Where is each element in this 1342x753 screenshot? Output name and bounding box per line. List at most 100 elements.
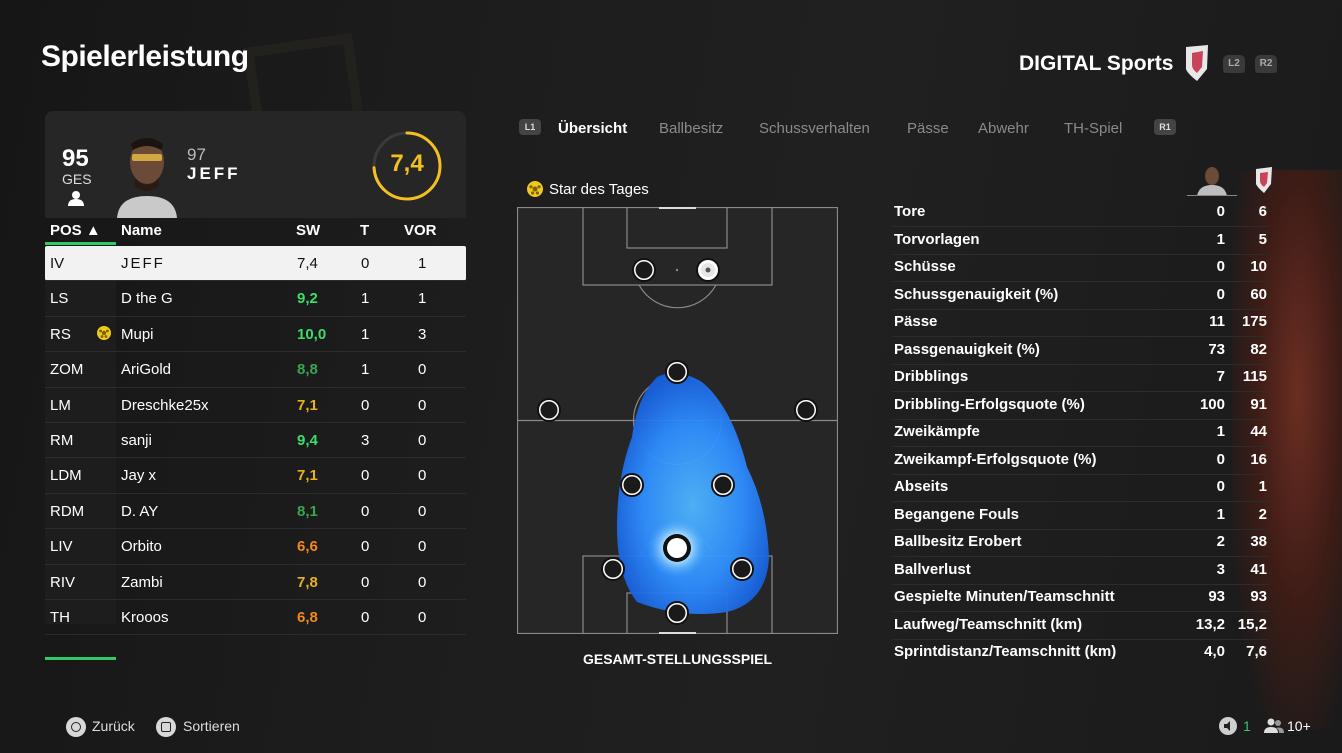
stat-player-value: 7 <box>1216 368 1225 385</box>
row-assists: 0 <box>418 608 427 626</box>
row-position: LS <box>50 290 69 308</box>
table-row[interactable]: LIV Orbito 6,6 0 0 <box>45 529 466 565</box>
row-assists: 0 <box>418 396 427 414</box>
row-name: Mupi <box>121 325 154 343</box>
stat-team-value: 115 <box>1242 368 1267 385</box>
column-header-name[interactable]: Name <box>121 222 162 239</box>
circle-button-icon[interactable] <box>66 717 86 737</box>
column-header-sw[interactable]: SW <box>296 222 321 239</box>
stat-label: Laufweg/Teamschnitt (km) <box>894 615 1083 633</box>
club-crest-icon <box>1186 45 1208 81</box>
match-rating: 7,4 <box>390 150 424 177</box>
stat-row: Zweikampf-Erfolgsquote (%) 0 16 <box>893 447 1269 475</box>
players-icon <box>1264 718 1284 733</box>
stat-player-value: 0 <box>1216 478 1225 495</box>
stat-label: Schüsse <box>894 258 956 275</box>
tab-overview[interactable]: Übersicht <box>558 120 628 137</box>
l1-button-icon[interactable]: L1 <box>519 119 541 135</box>
row-position: LDM <box>50 467 82 485</box>
stat-team-value: 1 <box>1258 478 1267 495</box>
table-row[interactable]: TH Krooos 6,8 0 0 <box>45 600 466 636</box>
stat-label: Schussgenauigkeit (%) <box>894 285 1059 303</box>
stat-team-value: 10 <box>1250 258 1267 275</box>
stat-player-value: 100 <box>1199 395 1225 413</box>
stat-team-value: 38 <box>1250 533 1267 550</box>
l2-trigger-icon[interactable]: L2 <box>1223 55 1245 73</box>
stat-label: Begangene Fouls <box>894 505 1020 523</box>
row-position: LIV <box>50 538 73 556</box>
row-name: Zambi <box>121 573 163 591</box>
table-row[interactable]: RDM D. AY 8,1 0 0 <box>45 494 466 530</box>
stat-player-value: 4,0 <box>1204 643 1225 660</box>
r1-button-icon[interactable]: R1 <box>1154 119 1176 135</box>
table-row[interactable]: IV JEFF 7,4 0 1 <box>45 246 466 282</box>
players-count: 10+ <box>1287 718 1311 734</box>
square-button-icon[interactable] <box>156 717 176 737</box>
stat-label: Abseits <box>894 478 949 495</box>
row-rating: 7,1 <box>297 396 318 414</box>
stat-label: Pässe <box>894 313 938 330</box>
stat-team-value: 60 <box>1250 285 1267 303</box>
page-title: Spielerleistung <box>41 40 249 73</box>
stat-row: Ballbesitz Erobert 2 38 <box>893 529 1269 558</box>
row-name: JEFF <box>121 255 165 272</box>
row-rating: 9,2 <box>297 290 318 308</box>
stat-row: Ballverlust 3 41 <box>893 557 1269 585</box>
table-row[interactable]: ZOM AriGold 8,8 1 0 <box>45 352 466 388</box>
stat-row: Abseits 0 1 <box>893 474 1269 503</box>
row-goals: 0 <box>361 502 370 520</box>
row-goals: 0 <box>361 538 370 556</box>
stat-team-value: 93 <box>1250 588 1267 605</box>
row-assists: 0 <box>418 361 427 379</box>
stat-row: Dribblings 7 115 <box>893 364 1269 393</box>
row-assists: 1 <box>418 255 427 272</box>
stat-team-value: 175 <box>1241 313 1267 330</box>
row-position: RDM <box>50 502 85 520</box>
stat-label: Dribbling-Erfolgsquote (%) <box>894 395 1085 413</box>
stat-player-value: 0 <box>1216 258 1225 275</box>
stat-player-value: 1 <box>1216 423 1225 440</box>
column-header-t[interactable]: T <box>360 222 370 239</box>
row-position: RM <box>50 431 74 449</box>
overall-label: GES <box>62 171 92 187</box>
row-position: ZOM <box>50 361 84 379</box>
stat-team-value: 5 <box>1258 230 1267 248</box>
table-row[interactable]: LS D the G 9,2 1 1 <box>45 281 466 317</box>
row-name: Orbito <box>121 538 162 556</box>
player-avatar-small <box>1187 167 1237 196</box>
speaker-icon <box>1219 717 1237 735</box>
stat-label: Gespielte Minuten/Teamschnitt <box>894 588 1115 605</box>
tab-shooting[interactable]: Schussverhalten <box>759 120 870 137</box>
stat-team-value: 15,2 <box>1237 615 1267 633</box>
table-row[interactable]: RIV Zambi 7,8 0 0 <box>45 565 466 600</box>
tab-passes[interactable]: Pässe <box>907 120 949 137</box>
row-goals: 0 <box>361 467 370 485</box>
stat-player-value: 0 <box>1216 285 1225 303</box>
stat-row: Zweikämpfe 1 44 <box>893 419 1269 448</box>
tab-goalkeeping[interactable]: TH-Spiel <box>1064 120 1123 137</box>
tab-possession[interactable]: Ballbesitz <box>659 120 724 137</box>
row-goals: 1 <box>361 290 370 308</box>
sort-button[interactable]: Sortieren <box>183 718 240 734</box>
stat-player-value: 13,2 <box>1195 615 1225 633</box>
positioning-heatmap <box>517 207 838 634</box>
table-row[interactable]: RM sanji 9,4 3 0 <box>45 423 466 459</box>
row-goals: 1 <box>361 325 370 343</box>
table-row[interactable]: RS Mupi 10,0 1 3 <box>45 317 466 353</box>
stat-label: Zweikampf-Erfolgsquote (%) <box>894 450 1097 468</box>
table-row[interactable]: LDM Jay x 7,1 0 0 <box>45 458 466 494</box>
tab-defense[interactable]: Abwehr <box>978 120 1029 137</box>
r2-trigger-icon[interactable]: R2 <box>1255 55 1277 73</box>
star-of-the-day-icon <box>527 181 543 197</box>
table-row[interactable]: LM Dreschke25x 7,1 0 0 <box>45 388 466 423</box>
column-header-vor[interactable]: VOR <box>404 222 437 239</box>
stat-player-value: 1 <box>1216 230 1225 248</box>
stat-label: Zweikämpfe <box>894 423 980 440</box>
row-name: sanji <box>121 431 152 449</box>
column-header-pos[interactable]: POS ▲ <box>50 222 101 239</box>
stat-player-value: 3 <box>1216 560 1225 578</box>
row-goals: 0 <box>361 608 370 626</box>
stat-player-value: 2 <box>1216 533 1225 550</box>
list-end-indicator <box>45 657 116 660</box>
back-button[interactable]: Zurück <box>92 718 135 734</box>
